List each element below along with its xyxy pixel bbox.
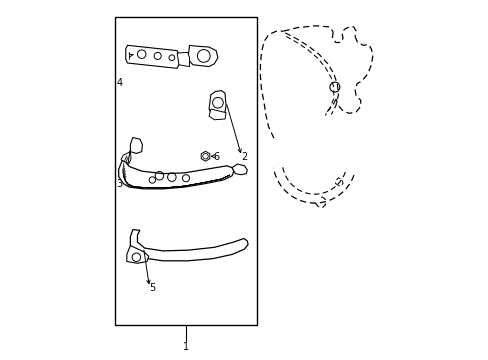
Polygon shape — [232, 164, 247, 175]
Text: 1: 1 — [183, 342, 189, 352]
Text: 5: 5 — [149, 283, 155, 293]
Polygon shape — [121, 152, 131, 163]
Text: 6: 6 — [213, 152, 219, 162]
Polygon shape — [126, 246, 148, 263]
Polygon shape — [209, 91, 225, 114]
Text: 3: 3 — [117, 179, 122, 189]
Polygon shape — [119, 161, 233, 189]
Polygon shape — [177, 53, 189, 67]
Polygon shape — [125, 45, 179, 68]
Polygon shape — [209, 109, 225, 120]
Text: 4: 4 — [117, 77, 122, 87]
Bar — [115, 17, 256, 325]
Polygon shape — [130, 138, 142, 153]
Polygon shape — [130, 230, 247, 261]
Polygon shape — [187, 45, 218, 67]
Text: 2: 2 — [241, 152, 247, 162]
